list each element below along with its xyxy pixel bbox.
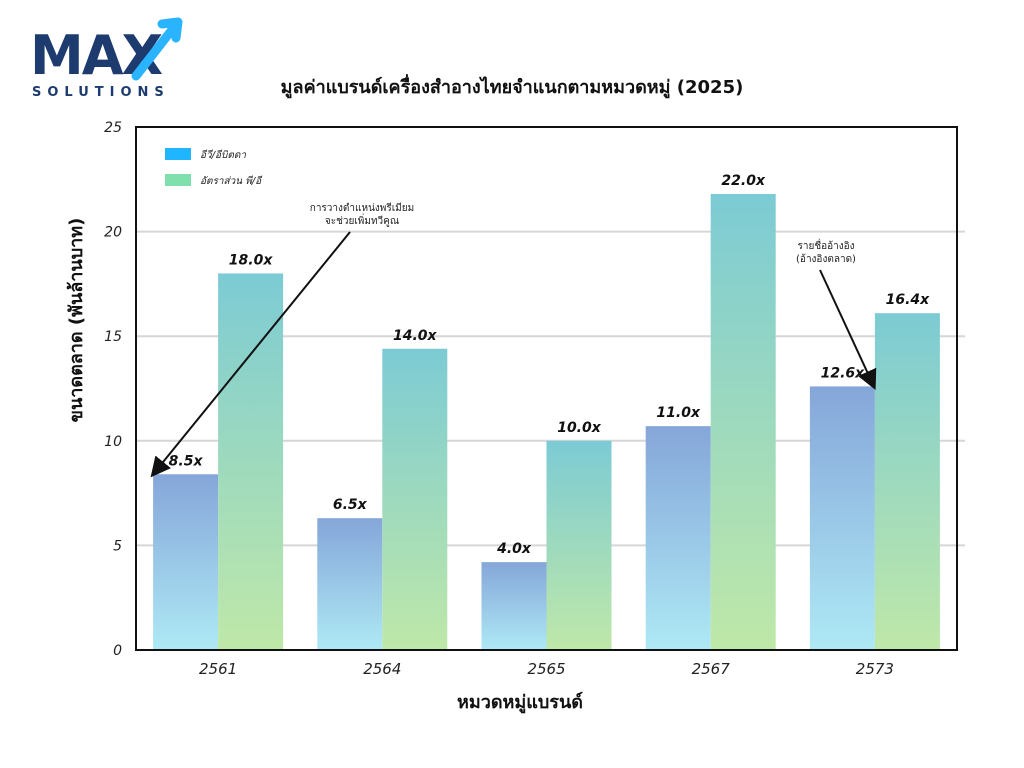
y-tick-label: 15 (104, 329, 122, 345)
annotation-text: รายชื่ออ้างอิง (797, 238, 854, 252)
bar-ev-ebitda-2567 (645, 426, 711, 650)
bar-data-label: 8.5x (169, 453, 204, 469)
bar-data-label: 11.0x (656, 405, 701, 421)
bar-data-label: 12.6x (821, 365, 866, 381)
annotation-text: จะช่วยเพิ่มทวีคูณ (325, 213, 399, 227)
y-axis-title: ขนาดตลาด (พันล้านบาท) (66, 218, 87, 423)
bar-ev-ebitda-2561 (153, 474, 219, 650)
annotation-arrow (150, 231, 351, 478)
bar-data-label: 6.5x (333, 497, 368, 513)
bar-pe-ratio-2561 (218, 273, 284, 650)
chart-title: มูลค่าแบรนด์เครื่องสำอางไทยจำแนกตามหมวดห… (280, 77, 744, 98)
y-tick-label: 10 (104, 434, 122, 450)
x-tick-label: 2564 (363, 660, 401, 678)
legend-swatch (165, 148, 191, 160)
bar-data-label: 22.0x (721, 173, 766, 189)
annotation-text: (อ้างอิงตลาด) (796, 253, 856, 265)
bar-data-label: 4.0x (496, 541, 532, 557)
bar-data-label: 16.4x (886, 292, 931, 308)
max-solutions-logo: MAX SOLUTIONS (30, 17, 183, 100)
legend-swatch (165, 174, 191, 186)
bar-pe-ratio-2565 (546, 440, 612, 650)
bar-pe-ratio-2567 (710, 193, 776, 650)
bar-data-label: 18.0x (229, 252, 274, 268)
y-tick-label: 20 (104, 225, 122, 241)
y-tick-label: 0 (113, 643, 122, 659)
bar-pe-ratio-2564 (382, 348, 448, 650)
x-tick-label: 2567 (692, 660, 731, 678)
y-tick-label: 25 (104, 120, 122, 136)
annotation-arrow (819, 269, 877, 391)
x-tick-label: 2565 (527, 660, 565, 678)
plot-frame (135, 126, 958, 651)
logo-sub: SOLUTIONS (32, 85, 170, 100)
legend-label: อีวี/อีบิตดา (200, 149, 246, 161)
bar-ev-ebitda-2573 (809, 386, 875, 650)
x-tick-label: 2561 (199, 660, 237, 678)
bar-pe-ratio-2573 (874, 313, 940, 650)
bar-ev-ebitda-2565 (481, 562, 547, 650)
x-axis-title: หมวดหมู่แบรนด์ (457, 691, 583, 714)
legend-label: อัตราส่วน พี/อี (200, 175, 263, 187)
y-tick-label: 5 (113, 538, 122, 554)
annotation-text: การวางตำแหน่งพรีเมียม (310, 202, 414, 214)
bar-ev-ebitda-2564 (317, 518, 383, 650)
logo-arrow-icon (131, 17, 183, 81)
x-tick-label: 2573 (856, 660, 894, 678)
bar-data-label: 10.0x (557, 420, 602, 436)
logo-brand: MAX (30, 24, 163, 87)
bar-data-label: 14.0x (393, 328, 438, 344)
